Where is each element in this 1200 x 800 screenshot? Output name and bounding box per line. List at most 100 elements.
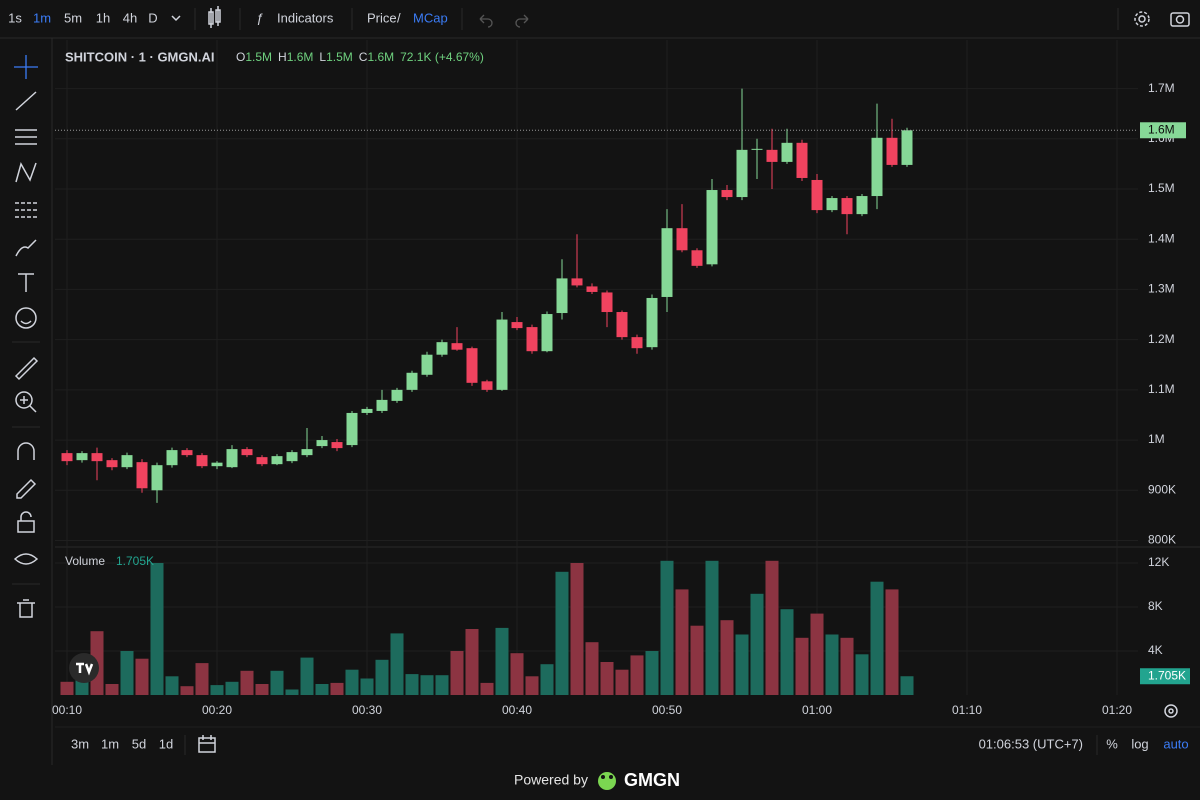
range-button[interactable]: 5d: [132, 736, 146, 751]
volume-bar: [645, 651, 659, 695]
price-badge: [1140, 122, 1186, 139]
candle-body: [331, 442, 343, 449]
volume-bar: [900, 676, 914, 695]
ohlc-change: 72.1K (+4.67%): [400, 50, 484, 64]
price-toggle[interactable]: Price: [367, 10, 397, 25]
emoji-tool[interactable]: [15, 307, 37, 329]
volume-bar: [720, 620, 734, 695]
y-tick-label: 12K: [1148, 555, 1169, 569]
volume-badge-label: 1.705K: [1148, 668, 1186, 682]
interval-button[interactable]: 1s: [8, 10, 22, 25]
volume-badge: [1140, 668, 1190, 685]
candle-body: [496, 319, 508, 390]
screenshot-button[interactable]: [1170, 12, 1190, 27]
candle-body: [826, 198, 838, 211]
text-tool[interactable]: [18, 273, 34, 292]
indicators-button[interactable]: Indicators: [277, 10, 334, 25]
y-tick-label: 4K: [1148, 643, 1163, 657]
scale-option[interactable]: auto: [1163, 736, 1188, 751]
range-button[interactable]: 1m: [101, 736, 119, 751]
volume-bar: [810, 613, 824, 695]
gmgn-logo: [598, 772, 616, 790]
brush-tool[interactable]: [15, 239, 37, 257]
hide-tool[interactable]: [13, 553, 39, 565]
volume-bar: [375, 659, 389, 695]
interval-menu[interactable]: [171, 15, 181, 22]
candle-body: [271, 456, 283, 465]
interval-button[interactable]: 1h: [96, 10, 110, 25]
range-button[interactable]: 1d: [159, 736, 173, 751]
lock-tool[interactable]: [17, 511, 35, 533]
candle-body: [286, 452, 298, 462]
interval-button[interactable]: 4h: [123, 10, 137, 25]
candle-body: [121, 455, 133, 468]
ohlc-label: C: [359, 50, 368, 64]
interval-button[interactable]: 5m: [64, 10, 82, 25]
prediction-tool[interactable]: [15, 202, 37, 218]
volume-bar: [765, 560, 779, 695]
volume-bar: [675, 589, 689, 695]
pattern-tool[interactable]: [15, 162, 37, 183]
candle-body: [181, 450, 193, 456]
zoom-tool[interactable]: [15, 391, 37, 413]
volume-bar: [420, 675, 434, 695]
candle-body: [361, 408, 373, 413]
axis-settings[interactable]: [1164, 704, 1178, 718]
redo-button[interactable]: [515, 14, 529, 28]
candle-body: [391, 389, 403, 401]
volume-bar: [735, 634, 749, 695]
interval-button[interactable]: 1m: [33, 10, 51, 25]
volume-bar: [480, 682, 494, 695]
trend-line-tool[interactable]: [15, 91, 37, 111]
candle-body: [841, 198, 853, 215]
candle-type-button[interactable]: [208, 6, 221, 28]
volume-bar: [330, 682, 344, 695]
candle-body: [106, 460, 118, 468]
candle-body: [646, 297, 658, 348]
lock-drawing-tool[interactable]: [16, 478, 37, 499]
ruler-tool[interactable]: [14, 356, 39, 381]
y-tick-label: 900K: [1148, 482, 1176, 496]
settings-button[interactable]: [1134, 11, 1150, 27]
scale-options: % log auto: [1106, 736, 1188, 751]
undo-button[interactable]: [479, 14, 493, 28]
volume-bar: [270, 670, 284, 695]
x-tick-label: 01:10: [952, 703, 982, 717]
y-tick-label: 1.1M: [1148, 382, 1175, 396]
range-button[interactable]: 3m: [71, 736, 89, 751]
volume-bar: [120, 651, 134, 695]
mcap-toggle[interactable]: MCap: [413, 10, 448, 25]
volume-bar: [105, 684, 119, 695]
scale-option[interactable]: log: [1131, 736, 1148, 751]
y-tick-label: 800K: [1148, 533, 1176, 547]
magnet-tool[interactable]: [17, 442, 35, 460]
volume-bar: [180, 686, 194, 695]
toggle-separator: /: [397, 10, 401, 25]
candle-body: [301, 449, 313, 456]
interval-button[interactable]: D: [148, 10, 157, 25]
crosshair-tool[interactable]: [14, 55, 38, 79]
y-tick-label: 1.3M: [1148, 282, 1175, 296]
volume-bar: [435, 675, 449, 695]
goto-date-button[interactable]: [198, 735, 216, 753]
y-tick-label: 1.4M: [1148, 231, 1175, 245]
volume-bar: [465, 629, 479, 695]
candle-body: [346, 412, 358, 446]
ohlc-value: 1.6M: [367, 50, 394, 64]
delete-tool[interactable]: [17, 599, 35, 618]
candle-body: [691, 250, 703, 266]
powered-by: Powered by: [514, 772, 588, 788]
volume-bar: [390, 633, 404, 695]
clock: 01:06:53 (UTC+7): [979, 736, 1083, 751]
candle-body: [811, 179, 823, 211]
fib-tool[interactable]: [15, 129, 37, 145]
fx-icon[interactable]: ƒ: [256, 10, 263, 25]
volume-bar: [630, 655, 644, 695]
candle-body: [706, 190, 718, 265]
scale-option[interactable]: %: [1106, 736, 1118, 751]
volume-bar: [60, 681, 74, 695]
candle-body: [241, 449, 253, 456]
volume-bar: [300, 657, 314, 695]
volume-bar: [540, 664, 554, 695]
